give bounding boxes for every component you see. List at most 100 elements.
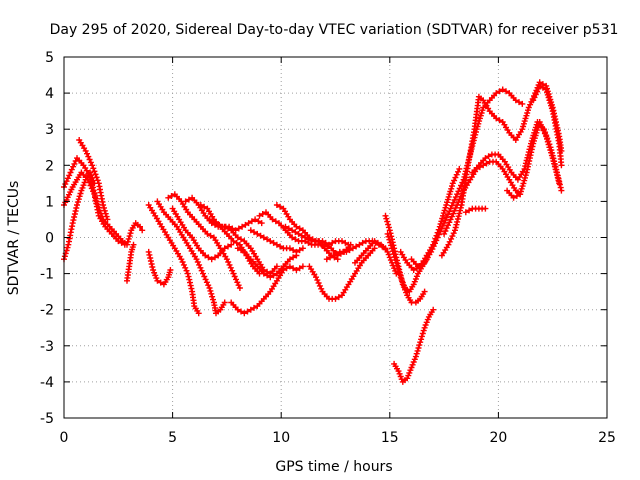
data-point bbox=[387, 239, 394, 246]
data-point bbox=[420, 327, 427, 334]
data-point bbox=[374, 239, 381, 246]
series-sat-d bbox=[76, 137, 111, 223]
data-point bbox=[130, 241, 137, 248]
x-tick-label: 20 bbox=[489, 430, 507, 446]
data-point bbox=[234, 306, 241, 313]
data-point bbox=[270, 239, 277, 246]
data-point bbox=[292, 236, 299, 243]
data-point bbox=[545, 141, 552, 148]
data-point bbox=[421, 324, 428, 331]
data-point bbox=[100, 202, 107, 208]
data-point bbox=[416, 342, 423, 349]
y-tick-label: 0 bbox=[45, 231, 54, 247]
data-point bbox=[188, 285, 195, 292]
data-point bbox=[392, 256, 399, 263]
data-point bbox=[349, 245, 356, 252]
data-point bbox=[493, 115, 500, 122]
data-point bbox=[206, 285, 213, 291]
data-point bbox=[329, 239, 336, 246]
data-point bbox=[415, 345, 422, 351]
data-point bbox=[101, 207, 108, 214]
data-point bbox=[125, 235, 132, 242]
data-point bbox=[154, 277, 161, 284]
data-point bbox=[548, 152, 555, 159]
series-sat-j bbox=[169, 205, 235, 263]
data-point bbox=[124, 238, 131, 245]
data-point bbox=[195, 310, 202, 317]
data-point bbox=[305, 236, 312, 243]
data-point bbox=[126, 233, 133, 240]
data-point bbox=[299, 263, 306, 270]
data-point bbox=[74, 199, 81, 206]
data-point bbox=[384, 248, 391, 255]
series-sat-h bbox=[154, 198, 228, 317]
data-point bbox=[61, 253, 68, 260]
data-point bbox=[273, 241, 280, 248]
data-point bbox=[353, 243, 360, 250]
data-point bbox=[558, 162, 565, 169]
data-point bbox=[419, 330, 426, 337]
data-point bbox=[466, 207, 473, 214]
data-point bbox=[323, 256, 330, 263]
series-sat-ag bbox=[530, 82, 565, 169]
y-tick-label: 1 bbox=[45, 194, 54, 210]
data-point bbox=[503, 88, 509, 95]
data-point bbox=[69, 220, 76, 227]
data-point bbox=[197, 202, 204, 208]
data-point bbox=[290, 247, 297, 254]
data-point bbox=[229, 267, 236, 274]
data-point bbox=[241, 310, 248, 317]
data-point bbox=[102, 210, 109, 217]
data-point bbox=[539, 84, 546, 91]
data-point bbox=[207, 287, 214, 294]
data-point bbox=[257, 232, 264, 239]
series-sat-m bbox=[206, 216, 265, 234]
data-point bbox=[482, 155, 489, 162]
data-point bbox=[206, 216, 213, 223]
data-point bbox=[558, 187, 565, 194]
data-point bbox=[345, 241, 352, 248]
data-point bbox=[293, 248, 300, 255]
data-point bbox=[296, 265, 303, 272]
data-point bbox=[277, 203, 284, 210]
data-point bbox=[92, 197, 99, 204]
data-point bbox=[521, 177, 528, 184]
data-point bbox=[207, 232, 214, 239]
data-point bbox=[139, 227, 146, 234]
data-point bbox=[293, 223, 300, 230]
data-point bbox=[384, 230, 391, 237]
series-sat-s bbox=[282, 223, 341, 263]
data-point bbox=[91, 168, 98, 175]
data-point bbox=[462, 209, 469, 216]
data-point bbox=[245, 220, 252, 227]
data-point bbox=[342, 239, 349, 246]
y-tick-label: -1 bbox=[40, 267, 54, 283]
data-point bbox=[496, 88, 503, 95]
data-point bbox=[101, 204, 107, 211]
y-tick-label: -2 bbox=[40, 303, 54, 319]
data-point bbox=[519, 183, 526, 190]
data-point bbox=[418, 333, 425, 340]
data-point bbox=[282, 223, 289, 230]
data-point bbox=[390, 251, 397, 258]
data-point bbox=[410, 267, 417, 273]
data-point bbox=[273, 263, 280, 270]
data-point bbox=[87, 159, 94, 166]
data-point bbox=[64, 175, 71, 182]
data-point bbox=[93, 174, 100, 181]
data-point bbox=[289, 227, 296, 234]
data-point bbox=[221, 299, 228, 306]
data-point bbox=[252, 216, 259, 223]
data-point bbox=[326, 241, 332, 248]
data-point bbox=[548, 102, 555, 109]
data-point bbox=[64, 244, 71, 251]
data-point bbox=[273, 202, 280, 208]
data-point bbox=[346, 247, 353, 254]
data-point bbox=[270, 272, 277, 279]
data-point bbox=[75, 196, 82, 203]
data-point bbox=[137, 223, 143, 230]
series-sat-f bbox=[145, 248, 174, 288]
data-point bbox=[267, 274, 274, 281]
series-sat-y bbox=[391, 306, 437, 385]
data-point bbox=[147, 258, 154, 264]
